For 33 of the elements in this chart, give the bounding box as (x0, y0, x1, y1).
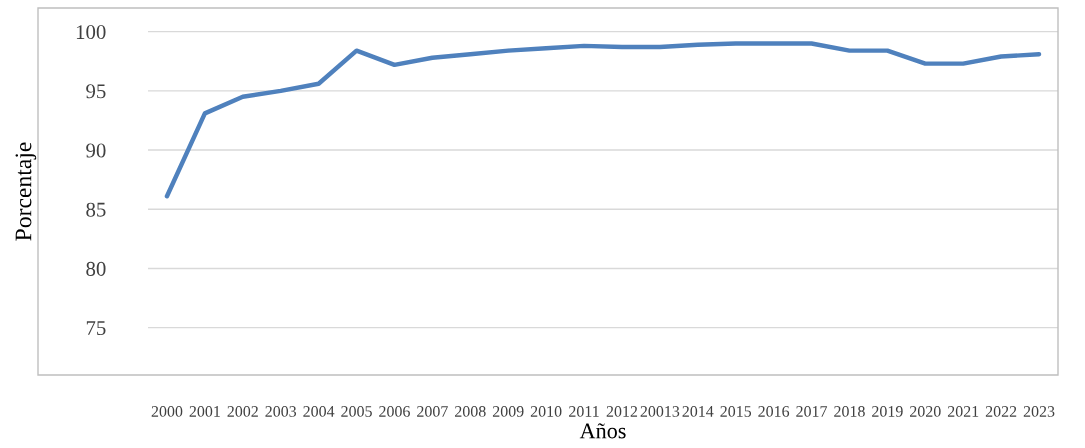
x-tick-label: 2015 (720, 406, 752, 417)
y-tick-label: 85 (86, 202, 106, 217)
x-tick-label: 2002 (227, 406, 258, 417)
x-tick-label: 2017 (796, 406, 828, 417)
x-tick-label: 2012 (606, 406, 638, 417)
x-tick-label: 2005 (341, 406, 372, 417)
y-tick-label: 80 (86, 261, 106, 276)
x-tick-label: 2010 (530, 406, 562, 417)
line-series (164, 41, 1042, 199)
x-tick-label: 2008 (455, 406, 486, 417)
y-tick-label: 90 (86, 143, 106, 158)
x-axis-title: Años (579, 423, 626, 439)
y-tick-label: 95 (86, 84, 106, 99)
x-tick-label: 2014 (682, 406, 714, 417)
x-tick-label: 2007 (417, 406, 448, 417)
x-tick-label: 2020 (910, 406, 941, 417)
x-tick-label: 2021 (947, 406, 979, 417)
x-tick-label: 2003 (265, 406, 297, 417)
x-tick-label: 2001 (189, 406, 220, 417)
x-tick-label: 2000 (151, 406, 183, 417)
x-tick-label: 2006 (379, 406, 410, 417)
x-tick-label: 2022 (985, 406, 1017, 417)
x-tick-label: 2023 (1023, 406, 1055, 417)
x-tick-label: 2009 (492, 406, 524, 417)
x-tick-label: 20013 (640, 406, 680, 417)
y-tick-label: 75 (86, 321, 106, 336)
x-tick-label: 2011 (569, 406, 599, 417)
x-tick-label: 2019 (872, 406, 903, 417)
x-tick-label: 2016 (758, 406, 790, 417)
y-tick-label: 100 (76, 25, 106, 40)
x-tick-label: 2004 (303, 406, 335, 417)
x-tick-label: 2018 (834, 406, 865, 417)
y-axis-title: Porcentaje (15, 142, 37, 241)
